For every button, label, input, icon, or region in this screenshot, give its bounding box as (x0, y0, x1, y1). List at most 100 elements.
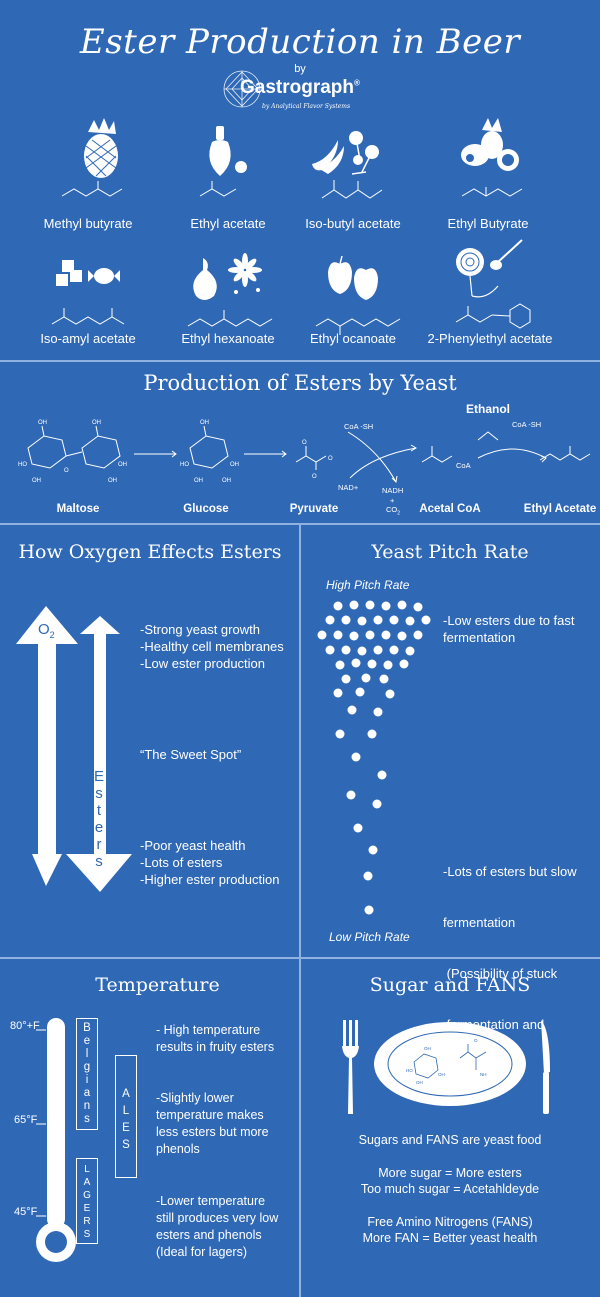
belgians-box: B e l g i a n s (76, 1018, 98, 1130)
svg-text:OH: OH (108, 478, 117, 484)
low-pitch-label: Low Pitch Rate (329, 930, 410, 944)
ester-label-iso-butyl-acetate: Iso-butyl acetate (305, 216, 401, 231)
svg-text:HO: HO (406, 1068, 413, 1073)
sugar-line: More sugar = More esters (378, 1166, 522, 1180)
low-pitch-line: -Lots of esters but slow (443, 864, 577, 879)
belgians-letter: e (83, 1035, 91, 1047)
svg-text:OH: OH (92, 420, 101, 426)
low-pitch-line: (Possibility of stuck (443, 966, 558, 981)
high-pitch-desc: -Low esters due to fast fermentation (443, 612, 575, 646)
divider-v-1 (299, 523, 301, 958)
coa-small-label: CoA (456, 461, 471, 470)
temp-desc-line: results in fruity esters (156, 1040, 275, 1054)
belgians-letter: i (85, 1074, 89, 1086)
co2-label: CO2 (386, 505, 400, 517)
brand-name: Gastrograph® (240, 77, 360, 99)
by-label: by (294, 63, 306, 75)
belgians-letter: n (83, 1100, 91, 1112)
svg-text:HO: HO (18, 462, 27, 468)
svg-text:O: O (302, 440, 307, 446)
temp-desc-low: -Lower temperature still produces very l… (156, 1193, 278, 1261)
step-ethyl-acetate: Ethyl Acetate (523, 503, 597, 515)
sugar-line (300, 1197, 600, 1214)
svg-text:OH: OH (230, 462, 239, 468)
oxygen-double-arrows (16, 606, 132, 892)
ales-letter: L (122, 1105, 130, 1117)
temp-desc-line: temperature makes (156, 1108, 264, 1122)
pineapple-icon (84, 118, 118, 178)
sugar-line: Too much sugar = Acetahldeyde (360, 1182, 540, 1196)
low-pitch-line: fermentation (443, 915, 516, 930)
divider-1 (0, 360, 600, 362)
lagers-box: L A G E R S (76, 1158, 98, 1244)
temp-desc-line: less esters but more (156, 1125, 269, 1139)
step-glucose: Glucose (183, 503, 229, 515)
sugar-line (300, 1148, 600, 1165)
ester-label-iso-amyl-acetate: Iso-amyl acetate (40, 331, 136, 346)
esters-letter: e (94, 819, 104, 836)
nad-label: NAD+ (338, 483, 359, 492)
lagers-letter: L (84, 1164, 90, 1175)
temp-80-label: 80°+F (10, 1020, 40, 1032)
high-pitch-line: fermentation (443, 630, 516, 645)
fork-icon (342, 1020, 359, 1114)
svg-text:O: O (474, 1038, 478, 1043)
oxygen-top-line: -Strong yeast growth (140, 622, 260, 637)
belgians-letter: B (83, 1022, 91, 1034)
production-title: Production of Esters by Yeast (143, 371, 457, 395)
high-pitch-label: High Pitch Rate (326, 578, 410, 592)
sugar-text: Sugars and FANS are yeast food More suga… (300, 1132, 600, 1246)
esters-letter: s (95, 853, 103, 870)
ales-letter: E (122, 1122, 130, 1134)
plus-label: + (390, 496, 395, 505)
ester-label-ethyl-hexanoate: Ethyl hexanoate (181, 331, 275, 346)
belgians-letter: a (83, 1087, 91, 1099)
svg-text:OH: OH (118, 462, 127, 468)
o2-sub: 2 (49, 630, 55, 640)
brand-text: Gastrograph (240, 77, 355, 98)
esters-letter: t (96, 802, 102, 819)
gastrograph-logo-icon (223, 70, 261, 108)
svg-text:O: O (328, 456, 333, 462)
step-maltose: Maltose (56, 503, 100, 515)
co2-text: CO (386, 505, 398, 514)
svg-text:HO: HO (180, 462, 189, 468)
svg-text:OH: OH (194, 478, 203, 484)
lagers-letter: E (83, 1203, 91, 1214)
co2-sub: 2 (397, 510, 401, 517)
ester-icons-grid (51, 118, 531, 335)
belgians-letter: g (83, 1061, 91, 1073)
esters-letter: s (95, 785, 103, 802)
step-acetal-coa: Acetal CoA (419, 503, 481, 515)
lagers-letter: S (83, 1229, 91, 1240)
o2-label: O2 (38, 621, 55, 640)
esters-vertical-label: E s t e r s (88, 768, 110, 870)
ester-label-ethyl-acetate: Ethyl acetate (190, 216, 266, 231)
lagers-letter: R (83, 1216, 91, 1227)
pear-anise-icon (193, 253, 262, 300)
sweet-spot-label: “The Sweet Spot” (140, 747, 242, 762)
temp-desc-high: - High temperature results in fruity est… (156, 1022, 274, 1056)
pitch-title: Yeast Pitch Rate (371, 541, 529, 563)
svg-text:OH: OH (424, 1046, 431, 1051)
svg-text:OH: OH (438, 1072, 445, 1077)
oxygen-title: How Oxygen Effects Esters (18, 541, 282, 563)
ester-label-methyl-butyrate: Methyl butyrate (43, 216, 133, 231)
temp-desc-line: -Slightly lower (156, 1091, 234, 1105)
oxygen-bottom-line: -Lots of esters (140, 855, 223, 870)
oxygen-top-line: -Low ester production (140, 656, 266, 671)
lagers-letter: G (83, 1190, 91, 1201)
ales-letter: S (122, 1139, 130, 1151)
temp-65-label: 65°F (14, 1114, 38, 1126)
rose-honey-icon (456, 239, 523, 298)
oxygen-top-line: -Healthy cell membranes (140, 639, 284, 654)
temp-desc-line: (Ideal for lagers) (156, 1245, 248, 1259)
svg-text:OH: OH (32, 478, 41, 484)
belgians-letter: s (84, 1113, 90, 1125)
svg-text:NH: NH (480, 1072, 487, 1077)
ales-letter: A (122, 1088, 130, 1100)
production-pathway-diagram: OH OH HO OH O OH OH OH HO OH OH OH O O O (18, 420, 591, 484)
ester-label-ethyl-butyrate: Ethyl Butyrate (447, 216, 529, 231)
temperature-title: Temperature (95, 974, 220, 996)
candy-icon (56, 260, 120, 286)
